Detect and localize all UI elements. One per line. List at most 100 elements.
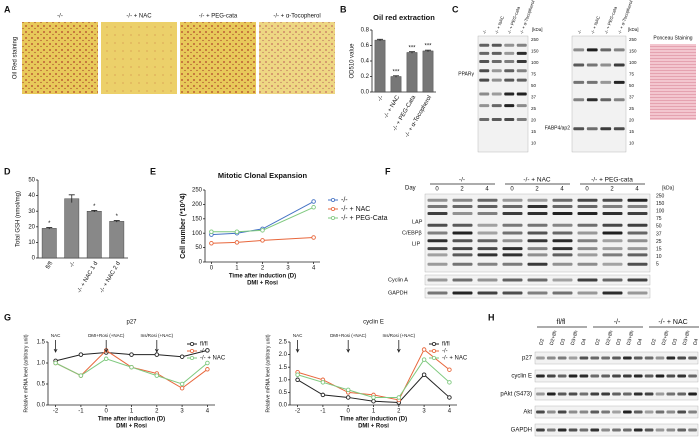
protein-label: pAkt (S473) <box>500 392 532 398</box>
lane-label: -/- + NAC <box>590 15 601 35</box>
blot-band <box>577 291 598 295</box>
blot-band <box>452 198 473 202</box>
blot-band <box>502 239 523 243</box>
y-tick-label: 0.8 <box>361 28 370 34</box>
annotation: Ins/Rosi (+NAC) <box>382 333 415 338</box>
blot-band <box>491 78 502 82</box>
legend-marker <box>330 197 335 202</box>
blot-band <box>452 204 473 208</box>
bar <box>109 221 125 259</box>
band-label: GAPDH <box>388 290 408 296</box>
panel-label: B <box>340 4 347 14</box>
blot-band <box>612 374 621 378</box>
blot-band <box>601 392 610 396</box>
blot-band <box>479 43 490 47</box>
marker-label: 15 <box>531 129 537 134</box>
blot-band <box>504 78 515 82</box>
blot-band <box>491 104 502 108</box>
y-tick-label: 2.0 <box>279 352 288 358</box>
day-value: 0 <box>510 187 514 193</box>
blot-band <box>477 212 498 215</box>
error-bar <box>46 227 53 230</box>
staining-image <box>22 22 98 94</box>
legend-marker <box>189 348 194 353</box>
data-point <box>53 360 58 366</box>
x-tick-label: 3 <box>422 409 426 415</box>
annotation: DMI+Rosi (+NAC) <box>330 333 367 338</box>
blot-band <box>552 239 573 243</box>
blot-band <box>688 392 697 396</box>
y-axis-label: OD510 value <box>350 43 356 79</box>
blot-band <box>516 43 527 47</box>
staining-label: Oil Red staining <box>13 37 19 79</box>
blot-band <box>479 78 490 82</box>
blot-band <box>612 356 621 360</box>
blot-band <box>602 291 623 295</box>
blot-band <box>557 428 567 432</box>
data-point <box>311 205 316 210</box>
blot-band <box>623 410 632 414</box>
data-point <box>260 238 265 243</box>
blot-band <box>477 198 498 202</box>
blot-band <box>502 231 523 235</box>
blot-band <box>527 204 548 208</box>
blot-band <box>477 247 498 251</box>
panel-label: C <box>452 4 459 14</box>
blot-band <box>491 60 502 64</box>
blot-band <box>427 262 448 266</box>
bar <box>86 210 102 259</box>
blot-band <box>536 374 545 378</box>
legend-marker <box>431 348 436 353</box>
day-value: 2 <box>610 187 614 193</box>
kda-label: [kDa] <box>628 27 639 32</box>
chart-title: cyclin E <box>363 320 384 326</box>
y-tick-label: 0.5 <box>37 382 46 388</box>
legend-marker <box>431 355 436 360</box>
marker-label: 37 <box>531 95 537 100</box>
lane-label: -/- <box>576 29 582 35</box>
x-axis-label: Time after induction (D) <box>229 274 296 280</box>
protein-label: cyclin E <box>511 374 532 380</box>
data-point <box>371 398 376 404</box>
blot-band <box>633 356 643 360</box>
data-point <box>345 387 351 393</box>
x-tick-label: -/- + NAC 2 d <box>99 261 122 294</box>
lane-label: D4 <box>580 338 588 346</box>
y-tick-label: 50 <box>28 178 35 184</box>
protein-label: FABP4/ap2 <box>545 125 571 131</box>
blot-band <box>452 247 473 251</box>
blot-band <box>577 247 598 251</box>
marker-label: 15 <box>656 247 662 253</box>
blot-band <box>536 356 545 360</box>
y-tick-label: 0.4 <box>361 59 370 65</box>
blot-band <box>586 63 598 67</box>
blot-band <box>577 204 598 208</box>
blot-band <box>623 374 632 378</box>
blot-band <box>516 69 527 73</box>
blot-band <box>516 118 527 122</box>
band-label: C/EBPβ <box>402 230 422 236</box>
blot-band <box>516 104 527 108</box>
blot-band <box>516 51 527 55</box>
blot-band <box>602 204 623 208</box>
significance: *** <box>392 69 400 75</box>
blot-band <box>573 98 585 102</box>
blot-band <box>627 223 648 227</box>
legend-marker <box>330 215 335 220</box>
x-axis-label: DMI + Rosi <box>247 281 278 287</box>
blot-band <box>677 392 687 396</box>
y-tick-label: 0.2 <box>361 74 370 80</box>
blot-band <box>602 253 623 257</box>
blot-band <box>627 253 648 257</box>
marker-label: 150 <box>531 49 539 54</box>
protein-label: PPARγ <box>458 71 474 77</box>
blot-band <box>546 392 556 396</box>
y-tick-label: 0 <box>199 260 203 266</box>
annotation-arrow <box>295 340 300 353</box>
x-axis-label: Time after induction (D) <box>98 417 165 423</box>
blot-band <box>527 212 548 215</box>
blot-band <box>477 231 498 235</box>
blot-band <box>504 104 515 108</box>
x-tick-label: 0 <box>210 266 214 272</box>
